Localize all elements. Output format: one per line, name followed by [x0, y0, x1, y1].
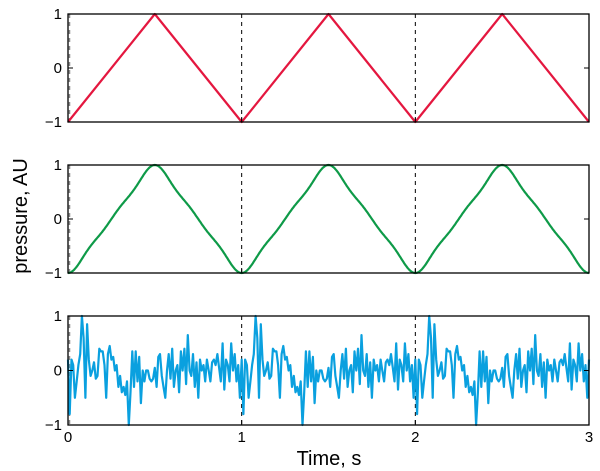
noise-line: [66, 314, 591, 427]
x-axis-label: Time, s: [297, 448, 362, 470]
y-tick-label: 1: [54, 6, 62, 23]
y-tick-label: 0: [54, 363, 62, 380]
x-tick-label: 0: [64, 429, 72, 446]
x-tick-label: 1: [237, 429, 245, 446]
x-tick-label: 3: [585, 429, 593, 446]
y-tick-label: 1: [54, 308, 62, 325]
y-tick-label: 0: [54, 211, 62, 228]
triangle-line: [67, 12, 590, 124]
y-axis-label: pressure, AU: [10, 158, 32, 274]
y-tick-label: 1: [54, 157, 62, 174]
x-tick-label: 2: [411, 429, 419, 446]
fourier-line: [67, 163, 590, 275]
y-tick-label: −1: [45, 265, 62, 282]
axes-frame: [67, 164, 590, 274]
panel-2: −1 0 1: [45, 157, 590, 282]
y-tick-label: 0: [54, 60, 62, 77]
panel-1: −1 0 1: [45, 6, 590, 131]
y-tick-label: −1: [45, 114, 62, 131]
axes-frame: [67, 13, 590, 123]
y-tick-label: −1: [45, 417, 62, 434]
